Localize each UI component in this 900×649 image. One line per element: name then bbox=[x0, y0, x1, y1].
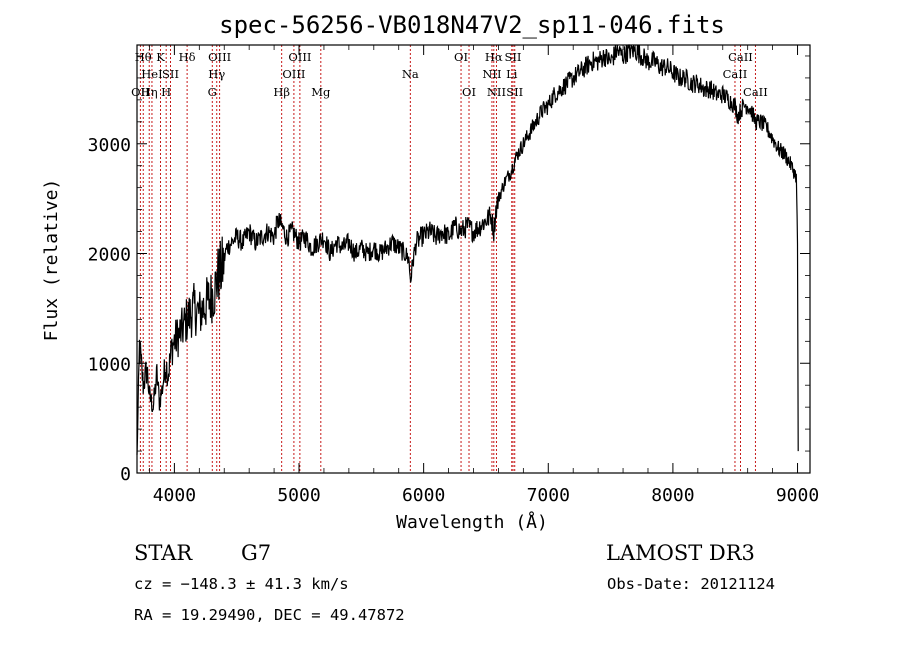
spectral-line-label: OIII bbox=[282, 67, 305, 81]
spectrum-line bbox=[136, 44, 799, 455]
spectral-line-label: Li bbox=[506, 67, 518, 81]
chart-title: spec-56256-VB018N47V2_sp11-046.fits bbox=[219, 11, 725, 39]
x-tick-label: 5000 bbox=[277, 485, 320, 506]
spectral-line-label: OI bbox=[454, 50, 468, 64]
spectral-line-label: CaII bbox=[743, 85, 768, 99]
spectral-line-label: Hα bbox=[485, 50, 503, 64]
spectral-line-label: OI bbox=[462, 85, 476, 99]
observation-date: Obs-Date: 20121124 bbox=[607, 575, 775, 593]
spectral-line-label: SII bbox=[162, 67, 179, 81]
x-tick-label: 8000 bbox=[651, 485, 694, 506]
spectral-line-label: K bbox=[156, 50, 165, 64]
spectral-line-label: G bbox=[208, 85, 217, 99]
spectral-line-label: Na bbox=[402, 67, 419, 81]
spectral-line-label: Hη bbox=[141, 85, 158, 99]
object-class: STAR bbox=[134, 541, 193, 565]
sky-coordinates: RA = 19.29490, DEC = 49.47872 bbox=[134, 606, 405, 624]
object-subclass: G7 bbox=[241, 541, 271, 565]
y-tick-label: 1000 bbox=[88, 354, 131, 375]
spectral-line-labels: OIIHθHηHeIKHSIIHδGHγOIIIHβOIIIOIIIMgNaOI… bbox=[131, 50, 768, 99]
spectral-line-label: HeI bbox=[141, 67, 162, 81]
spectral-line-label: SII bbox=[506, 85, 523, 99]
spectral-line-label: Hγ bbox=[208, 67, 225, 81]
spectral-line-label: CaII bbox=[723, 67, 748, 81]
spectral-line-label: OIII bbox=[208, 50, 231, 64]
spectral-lines bbox=[139, 45, 756, 473]
spectral-line-label: Hθ bbox=[135, 50, 152, 64]
y-axis-ticks: 0 1000 2000 3000 bbox=[88, 55, 810, 485]
y-axis-label: Flux (relative) bbox=[41, 179, 62, 342]
x-tick-label: 4000 bbox=[153, 485, 196, 506]
spectral-line-label: SII bbox=[505, 50, 522, 64]
spectral-line-label: OII bbox=[131, 85, 150, 99]
spectral-line-label: Hδ bbox=[179, 50, 196, 64]
spectral-line-label: CaII bbox=[728, 50, 753, 64]
survey-name: LAMOST DR3 bbox=[606, 541, 755, 565]
y-tick-label: 2000 bbox=[88, 245, 131, 266]
spectral-line-label: NII bbox=[482, 67, 501, 81]
x-axis-label: Wavelength (Å) bbox=[396, 511, 548, 533]
x-tick-label: 9000 bbox=[776, 485, 819, 506]
spectral-line-label: H bbox=[161, 85, 171, 99]
y-tick-label: 3000 bbox=[88, 135, 131, 156]
spectral-line-label: NII bbox=[487, 85, 506, 99]
x-tick-label: 6000 bbox=[402, 485, 445, 506]
plot-frame bbox=[136, 44, 811, 474]
spectral-line-label: Mg bbox=[311, 85, 331, 99]
spectral-line-label: Hβ bbox=[273, 85, 290, 99]
y-tick-label: 0 bbox=[120, 464, 131, 485]
spectral-line-label: OIII bbox=[288, 50, 311, 64]
redshift-velocity: cz = −148.3 ± 41.3 km/s bbox=[134, 575, 349, 593]
x-tick-label: 7000 bbox=[527, 485, 570, 506]
x-axis-ticks: 4000 5000 6000 7000 8000 9000 bbox=[149, 45, 819, 506]
